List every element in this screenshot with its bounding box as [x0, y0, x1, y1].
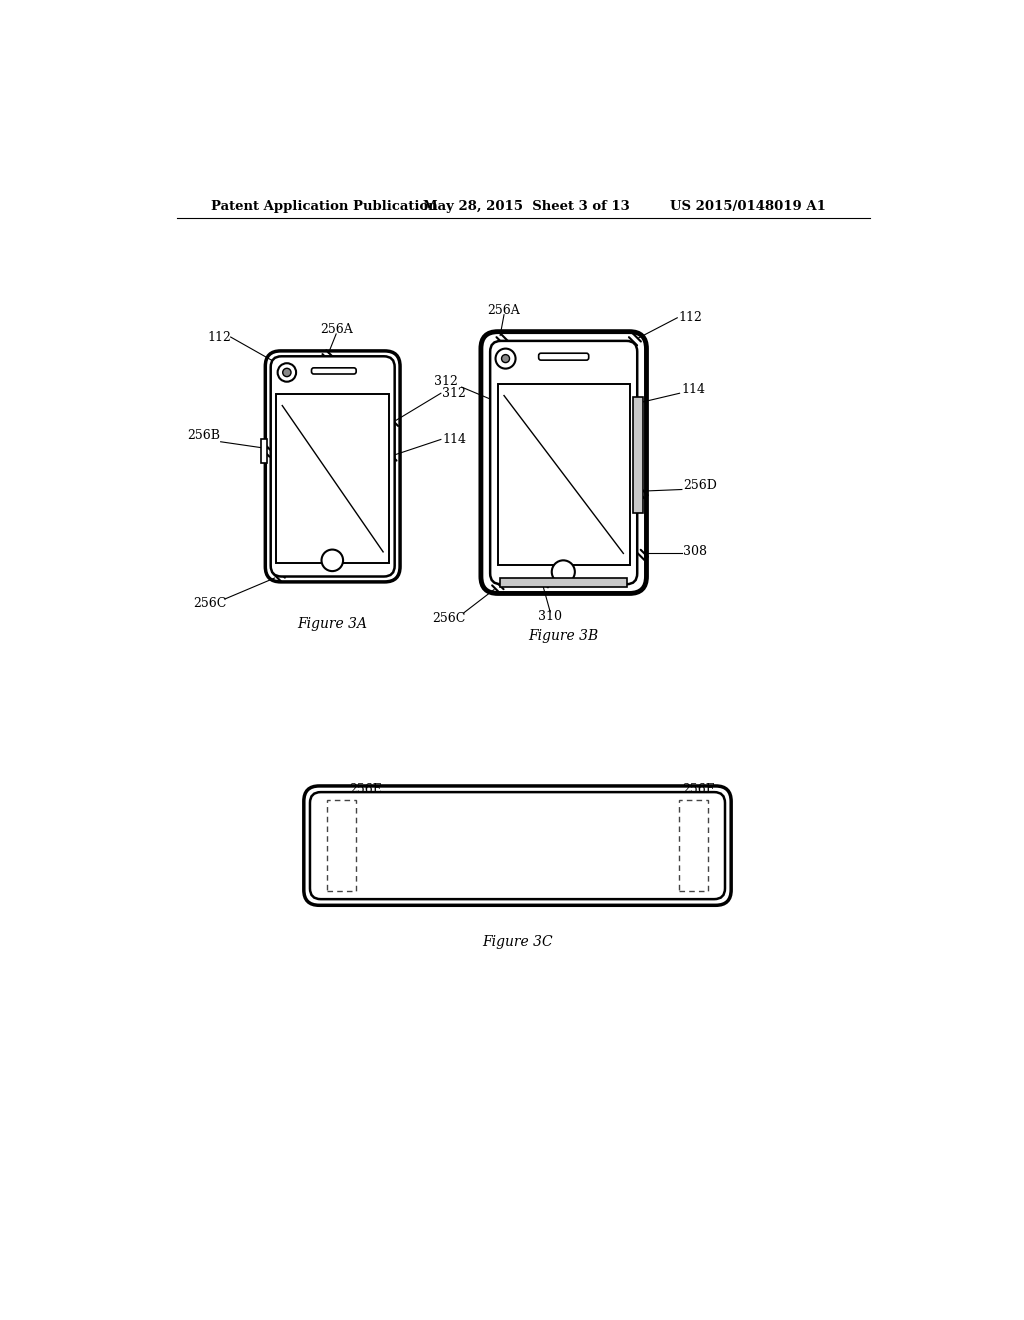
Text: 256C: 256C	[432, 611, 465, 624]
FancyBboxPatch shape	[311, 368, 356, 374]
Text: 256A: 256A	[487, 304, 520, 317]
Circle shape	[552, 561, 574, 583]
Text: 256D: 256D	[683, 479, 717, 492]
FancyBboxPatch shape	[304, 785, 731, 906]
Text: 310: 310	[539, 610, 562, 623]
Circle shape	[502, 355, 510, 363]
Text: 256B: 256B	[187, 429, 220, 442]
FancyBboxPatch shape	[310, 792, 725, 899]
Text: 112: 112	[207, 330, 231, 343]
FancyBboxPatch shape	[490, 341, 637, 585]
Circle shape	[278, 363, 296, 381]
FancyBboxPatch shape	[270, 356, 394, 577]
Bar	[498, 384, 630, 565]
Text: US 2015/0148019 A1: US 2015/0148019 A1	[670, 199, 825, 213]
FancyBboxPatch shape	[539, 354, 589, 360]
Text: Figure 3C: Figure 3C	[481, 936, 552, 949]
Text: 312: 312	[434, 375, 458, 388]
Text: 114: 114	[681, 383, 706, 396]
FancyBboxPatch shape	[265, 351, 400, 582]
Circle shape	[283, 368, 291, 376]
Bar	[276, 395, 389, 564]
Text: 312: 312	[442, 387, 466, 400]
Text: Figure 3A: Figure 3A	[297, 618, 368, 631]
Text: 308: 308	[683, 545, 708, 557]
FancyBboxPatch shape	[481, 331, 646, 594]
Bar	[327, 800, 356, 891]
Text: 112: 112	[679, 312, 702, 325]
Text: May 28, 2015  Sheet 3 of 13: May 28, 2015 Sheet 3 of 13	[423, 199, 630, 213]
Text: 256C: 256C	[194, 597, 226, 610]
Text: Patent Application Publication: Patent Application Publication	[211, 199, 438, 213]
Bar	[634, 397, 643, 512]
Text: 256E: 256E	[349, 783, 382, 796]
Bar	[500, 578, 628, 587]
Circle shape	[496, 348, 515, 368]
Bar	[261, 440, 267, 462]
Circle shape	[322, 549, 343, 572]
Bar	[679, 800, 708, 891]
Text: Figure 3B: Figure 3B	[528, 628, 598, 643]
Text: 114: 114	[442, 433, 466, 446]
Text: 256A: 256A	[319, 323, 352, 335]
Text: 256F: 256F	[683, 783, 715, 796]
